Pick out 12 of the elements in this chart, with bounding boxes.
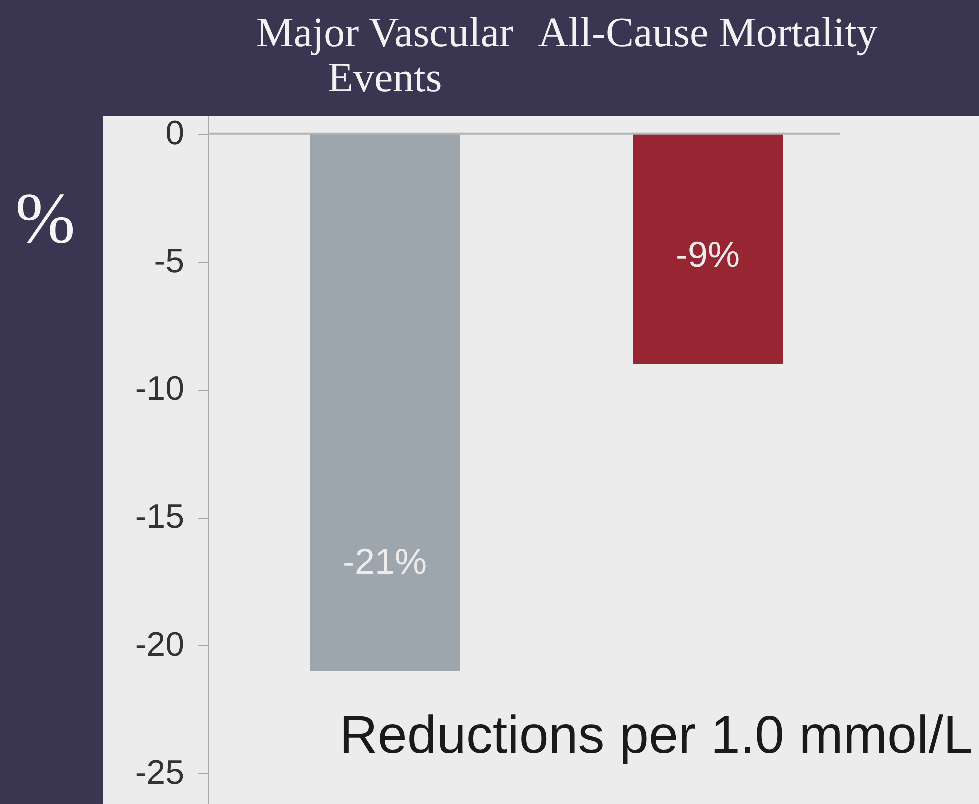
y-tick-label: 0: [166, 114, 184, 152]
annotation: Reductions per 1.0 mmol/L: [340, 706, 973, 765]
data-label: -9%: [676, 234, 740, 276]
y-axis-title: %: [16, 178, 76, 258]
x-tick-label: Major Vascular Events: [256, 10, 514, 102]
y-tick-label: -5: [154, 242, 184, 280]
y-tick-label: -25: [135, 754, 184, 792]
y-tick-label: -15: [135, 498, 184, 536]
x-tick-label: All-Cause Mortality: [538, 10, 878, 56]
y-tick-label: -20: [135, 626, 184, 664]
y-tick-label: -10: [135, 370, 184, 408]
data-label: -21%: [342, 541, 428, 582]
